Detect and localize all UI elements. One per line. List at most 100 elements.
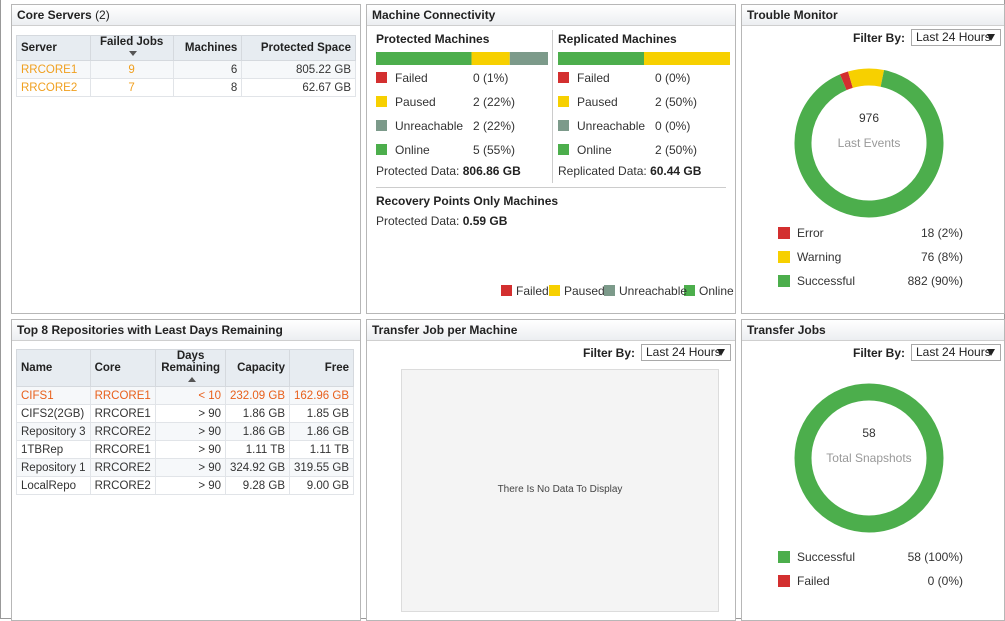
- status-label: Unreachable: [395, 119, 464, 133]
- status-value: 2 (50%): [655, 95, 698, 109]
- column-header[interactable]: Failed Jobs: [89, 35, 174, 61]
- column-header[interactable]: Core: [89, 349, 157, 387]
- table-cell: RRCORE2: [89, 422, 157, 441]
- legend-swatch: [558, 96, 569, 107]
- data-value: 806.86 GB: [462, 164, 521, 178]
- status-value: 5 (55%): [473, 143, 516, 157]
- status-label: Paused: [395, 95, 436, 109]
- legend-swatch: [778, 275, 790, 287]
- table-cell: > 90: [155, 404, 227, 423]
- panel-title: Transfer Job per Machine: [367, 320, 735, 341]
- legend-label: Online: [699, 284, 734, 298]
- table-cell: 324.92 GB: [225, 458, 290, 477]
- table-cell: 1.85 GB: [289, 404, 354, 423]
- table-cell: 232.09 GB: [225, 386, 290, 405]
- filter-label: Filter By:: [852, 31, 905, 45]
- table-cell[interactable]: 9: [89, 60, 174, 79]
- legend-label: Unreachable: [619, 284, 688, 298]
- status-label: Online: [395, 143, 430, 157]
- legend-value: 882 (90%): [907, 274, 963, 288]
- data-table: Name Core Days Remaining Capacity Free CIFS1 R…: [16, 349, 354, 495]
- data-summary: Protected Data: 0.59 GB: [376, 213, 507, 229]
- status-value: 0 (0%): [655, 119, 691, 133]
- table-cell: 9.28 GB: [225, 476, 290, 495]
- status-value: 2 (22%): [473, 95, 516, 109]
- legend-label: Successful: [797, 550, 856, 564]
- panel-title: Transfer Jobs: [742, 320, 1004, 341]
- column-header[interactable]: Free: [289, 349, 354, 387]
- donut-segment: [794, 70, 944, 218]
- table-row: CIFS2(2GB) RRCORE1 > 90 1.86 GB 1.85 GB: [16, 404, 354, 423]
- table-cell: > 90: [155, 476, 227, 495]
- dropdown-arrow: [987, 34, 995, 41]
- table-cell[interactable]: RRCORE1: [16, 60, 91, 79]
- legend-swatch: [778, 227, 790, 239]
- legend-label: Warning: [797, 250, 842, 264]
- table-cell: RRCORE2: [89, 476, 157, 495]
- data-summary: Protected Data: 806.86 GB: [376, 163, 521, 179]
- table-cell: 805.22 GB: [241, 60, 356, 79]
- divider: [376, 187, 726, 188]
- legend-label: Error: [797, 226, 824, 240]
- filter-dropdown[interactable]: Last 24 Hours: [641, 344, 731, 361]
- column-header[interactable]: Server: [16, 35, 91, 61]
- table-cell: Repository 3: [16, 422, 91, 441]
- table-cell[interactable]: RRCORE2: [16, 78, 91, 97]
- status-value: 0 (0%): [655, 71, 691, 85]
- table-row: CIFS1 RRCORE1 < 10 232.09 GB 162.96 GB: [16, 386, 354, 405]
- filter-dropdown[interactable]: Last 24 Hours: [911, 344, 1001, 361]
- table-cell: > 90: [155, 458, 227, 477]
- table-cell: 1.86 GB: [225, 422, 290, 441]
- section-heading: Recovery Points Only Machines: [376, 194, 559, 208]
- data-summary: Replicated Data: 60.44 GB: [558, 163, 701, 179]
- filter-dropdown[interactable]: Last 24 Hours: [911, 29, 1001, 46]
- table-cell[interactable]: 7: [89, 78, 174, 97]
- status-label: Paused: [577, 95, 618, 109]
- donut-segment: [794, 383, 944, 533]
- data-value: 60.44 GB: [650, 164, 702, 178]
- section-heading: Protected Machines: [376, 32, 490, 46]
- legend-swatch: [778, 251, 790, 263]
- count: (2): [95, 8, 110, 22]
- column-header[interactable]: Name: [16, 349, 91, 387]
- sort-icon: [188, 377, 197, 382]
- legend-label: Successful: [797, 274, 856, 288]
- table-cell: 162.96 GB: [289, 386, 354, 405]
- data-label: Replicated Data:: [558, 164, 647, 178]
- data-label: Protected Data:: [376, 214, 460, 228]
- filter-label: Filter By:: [852, 346, 905, 360]
- table-cell: > 90: [155, 440, 227, 459]
- column-header[interactable]: Protected Space: [241, 35, 356, 61]
- legend-label: Paused: [564, 284, 605, 298]
- dropdown-arrow: [987, 349, 995, 356]
- legend-swatch: [558, 72, 569, 83]
- filter-value: Last 24 Hours: [916, 30, 991, 44]
- table-row: RRCORE1 9 6 805.22 GB: [16, 60, 356, 79]
- status-bar-segment: [558, 52, 644, 65]
- status-value: 2 (22%): [473, 119, 516, 133]
- table-cell: CIFS1: [16, 386, 91, 405]
- legend-swatch: [549, 285, 560, 296]
- legend-swatch: [558, 120, 569, 131]
- legend-swatch: [604, 285, 615, 296]
- status-value: 2 (50%): [655, 143, 698, 157]
- table-row: RRCORE2 7 8 62.67 GB: [16, 78, 356, 97]
- donut-segment: [848, 68, 885, 88]
- column-header[interactable]: Capacity: [225, 349, 290, 387]
- table-cell: RRCORE1: [89, 386, 157, 405]
- legend-swatch: [376, 144, 387, 155]
- empty-chart-area: [401, 369, 719, 612]
- legend-swatch: [684, 285, 695, 296]
- column-header[interactable]: Machines: [172, 35, 243, 61]
- column-header[interactable]: Days Remaining: [155, 349, 227, 387]
- table-cell: CIFS2(2GB): [16, 404, 91, 423]
- table-row: LocalRepo RRCORE2 > 90 9.28 GB 9.00 GB: [16, 476, 354, 495]
- legend-swatch: [376, 72, 387, 83]
- status-label: Failed: [395, 71, 428, 85]
- table-cell: LocalRepo: [16, 476, 91, 495]
- table-cell: 1.11 TB: [225, 440, 290, 459]
- table-cell: 1.11 TB: [289, 440, 354, 459]
- donut-caption: Total Snapshots: [826, 451, 912, 465]
- table-row: Repository 1 RRCORE2 > 90 324.92 GB 319.55 G…: [16, 458, 354, 477]
- transfer-jobs-panel: Transfer Jobs: [741, 319, 1005, 621]
